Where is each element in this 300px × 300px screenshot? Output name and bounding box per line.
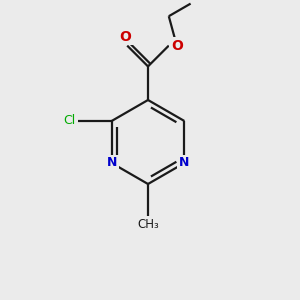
- Text: N: N: [106, 157, 117, 169]
- Text: O: O: [119, 30, 131, 44]
- Text: O: O: [171, 39, 183, 52]
- Text: CH₃: CH₃: [137, 218, 159, 232]
- Text: Cl: Cl: [63, 115, 75, 128]
- Text: N: N: [179, 157, 190, 169]
